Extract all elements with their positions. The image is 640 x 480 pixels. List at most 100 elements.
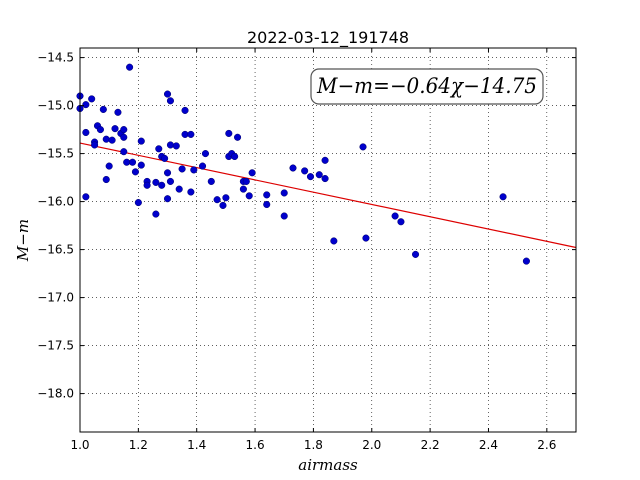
data-point <box>163 195 172 203</box>
data-point <box>234 133 242 141</box>
data-point <box>108 136 116 144</box>
x-tick-label: 1.2 <box>129 438 148 452</box>
data-point <box>187 130 195 138</box>
data-point <box>158 181 166 189</box>
data-point <box>120 148 128 156</box>
y-tick-label: −17.0 <box>37 291 74 305</box>
x-tick-label: 1.6 <box>246 438 265 452</box>
y-tick-label: −16.5 <box>37 243 74 257</box>
data-point <box>155 145 163 153</box>
data-point <box>397 218 405 226</box>
data-point <box>175 185 183 193</box>
y-tick-label: −15.5 <box>37 147 74 161</box>
data-point <box>166 177 174 185</box>
fit-equation-box: M−m=−0.64χ−14.75 <box>310 68 544 105</box>
equation-box-border <box>310 68 544 105</box>
data-point <box>321 175 329 183</box>
data-point <box>161 154 169 162</box>
data-point <box>96 126 104 134</box>
data-point <box>499 193 507 201</box>
y-axis-label: M−m <box>14 219 32 262</box>
data-point <box>181 106 189 114</box>
grid-lines <box>79 48 576 432</box>
data-point <box>231 152 239 161</box>
data-point <box>82 128 90 137</box>
data-point <box>362 234 370 242</box>
x-tick-label: 2.4 <box>479 438 498 452</box>
y-tick-label: −14.5 <box>37 51 74 65</box>
data-point <box>152 210 160 218</box>
data-point <box>163 90 172 98</box>
data-point <box>131 168 139 176</box>
y-tick-label: −17.5 <box>37 339 74 353</box>
data-point <box>280 189 288 197</box>
y-tick-label: −16.0 <box>37 195 74 209</box>
data-point <box>213 196 221 204</box>
data-point <box>166 97 174 105</box>
x-tick-label: 1.4 <box>187 438 206 452</box>
y-tick-label: −18.0 <box>37 387 74 401</box>
data-point <box>126 63 134 71</box>
data-point <box>522 257 530 265</box>
data-point <box>82 101 90 109</box>
data-point <box>207 177 215 185</box>
data-point <box>178 165 186 173</box>
data-point <box>242 177 250 185</box>
data-point <box>263 200 271 209</box>
data-point <box>114 108 122 116</box>
x-tick-label: 2.0 <box>362 438 381 452</box>
data-point <box>391 212 399 220</box>
data-point <box>91 141 99 149</box>
data-point <box>152 178 160 186</box>
data-point <box>222 194 230 202</box>
data-point <box>99 105 107 113</box>
data-point <box>120 133 128 141</box>
data-point <box>263 191 271 199</box>
data-point <box>315 171 323 179</box>
data-point <box>105 162 113 170</box>
plot-frame <box>79 47 577 433</box>
x-axis-label: airmass <box>298 456 358 474</box>
data-point <box>163 169 172 177</box>
data-point <box>280 212 288 220</box>
x-tick-label: 1.8 <box>304 438 323 452</box>
fit-equation-text: M−m=−0.64χ−14.75 <box>316 74 537 98</box>
data-point <box>245 192 253 200</box>
data-point <box>187 188 195 196</box>
data-point <box>301 167 309 175</box>
chart-title: 2022-03-12_191748 <box>247 28 409 48</box>
data-point <box>134 199 142 207</box>
data-point <box>120 126 128 134</box>
x-tick-label: 2.2 <box>421 438 440 452</box>
data-point <box>359 143 367 151</box>
data-point <box>321 156 329 164</box>
data-point <box>137 137 145 145</box>
data-point <box>111 125 119 133</box>
data-point <box>411 250 420 258</box>
data-point <box>225 129 233 137</box>
data-point <box>219 201 227 209</box>
data-point <box>137 161 145 169</box>
data-point <box>201 150 210 158</box>
data-point <box>248 169 256 177</box>
data-point <box>289 164 297 172</box>
data-point <box>128 158 137 166</box>
data-point <box>239 185 247 193</box>
x-tick-label: 2.6 <box>537 438 556 452</box>
data-point <box>166 141 174 149</box>
data-point <box>172 142 180 150</box>
data-point <box>102 135 110 143</box>
data-point <box>143 181 151 189</box>
x-tick-label: 1.0 <box>70 438 89 452</box>
data-point <box>330 237 338 245</box>
axis-ticks: 1.0 1.2 1.4 1.6 1.8 2.0 2.2 2.4 2.6 −14.5 −15.0 −15… <box>37 48 576 452</box>
data-point <box>82 193 90 201</box>
data-point <box>102 175 110 184</box>
data-point <box>306 173 315 181</box>
data-points <box>76 63 530 265</box>
data-point <box>88 95 96 103</box>
data-point <box>198 162 207 170</box>
data-point <box>190 166 198 174</box>
y-tick-label: −15.0 <box>37 99 74 113</box>
